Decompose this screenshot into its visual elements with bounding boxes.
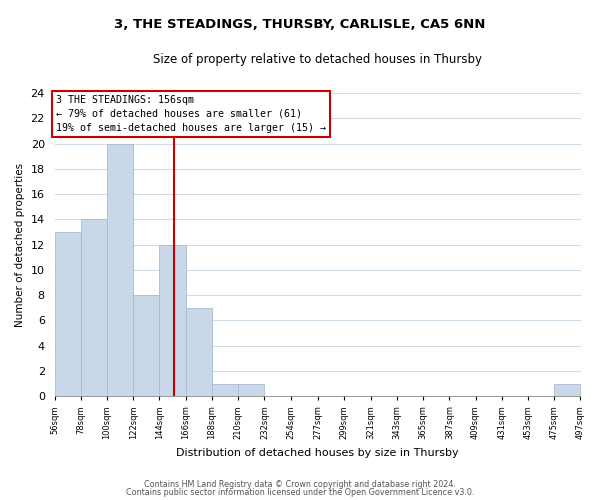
Text: Contains HM Land Registry data © Crown copyright and database right 2024.: Contains HM Land Registry data © Crown c…: [144, 480, 456, 489]
Bar: [238, 384, 265, 396]
Bar: [107, 144, 133, 396]
Bar: [186, 308, 212, 396]
Bar: [55, 232, 81, 396]
Text: Contains public sector information licensed under the Open Government Licence v3: Contains public sector information licen…: [126, 488, 474, 497]
Bar: [133, 295, 160, 396]
Title: Size of property relative to detached houses in Thursby: Size of property relative to detached ho…: [153, 52, 482, 66]
Bar: [160, 244, 186, 396]
Text: 3 THE STEADINGS: 156sqm
← 79% of detached houses are smaller (61)
19% of semi-de: 3 THE STEADINGS: 156sqm ← 79% of detache…: [56, 95, 326, 133]
Y-axis label: Number of detached properties: Number of detached properties: [15, 162, 25, 326]
Text: 3, THE STEADINGS, THURSBY, CARLISLE, CA5 6NN: 3, THE STEADINGS, THURSBY, CARLISLE, CA5…: [115, 18, 485, 30]
Bar: [212, 384, 238, 396]
Bar: [81, 220, 107, 396]
Bar: [554, 384, 580, 396]
X-axis label: Distribution of detached houses by size in Thursby: Distribution of detached houses by size …: [176, 448, 459, 458]
